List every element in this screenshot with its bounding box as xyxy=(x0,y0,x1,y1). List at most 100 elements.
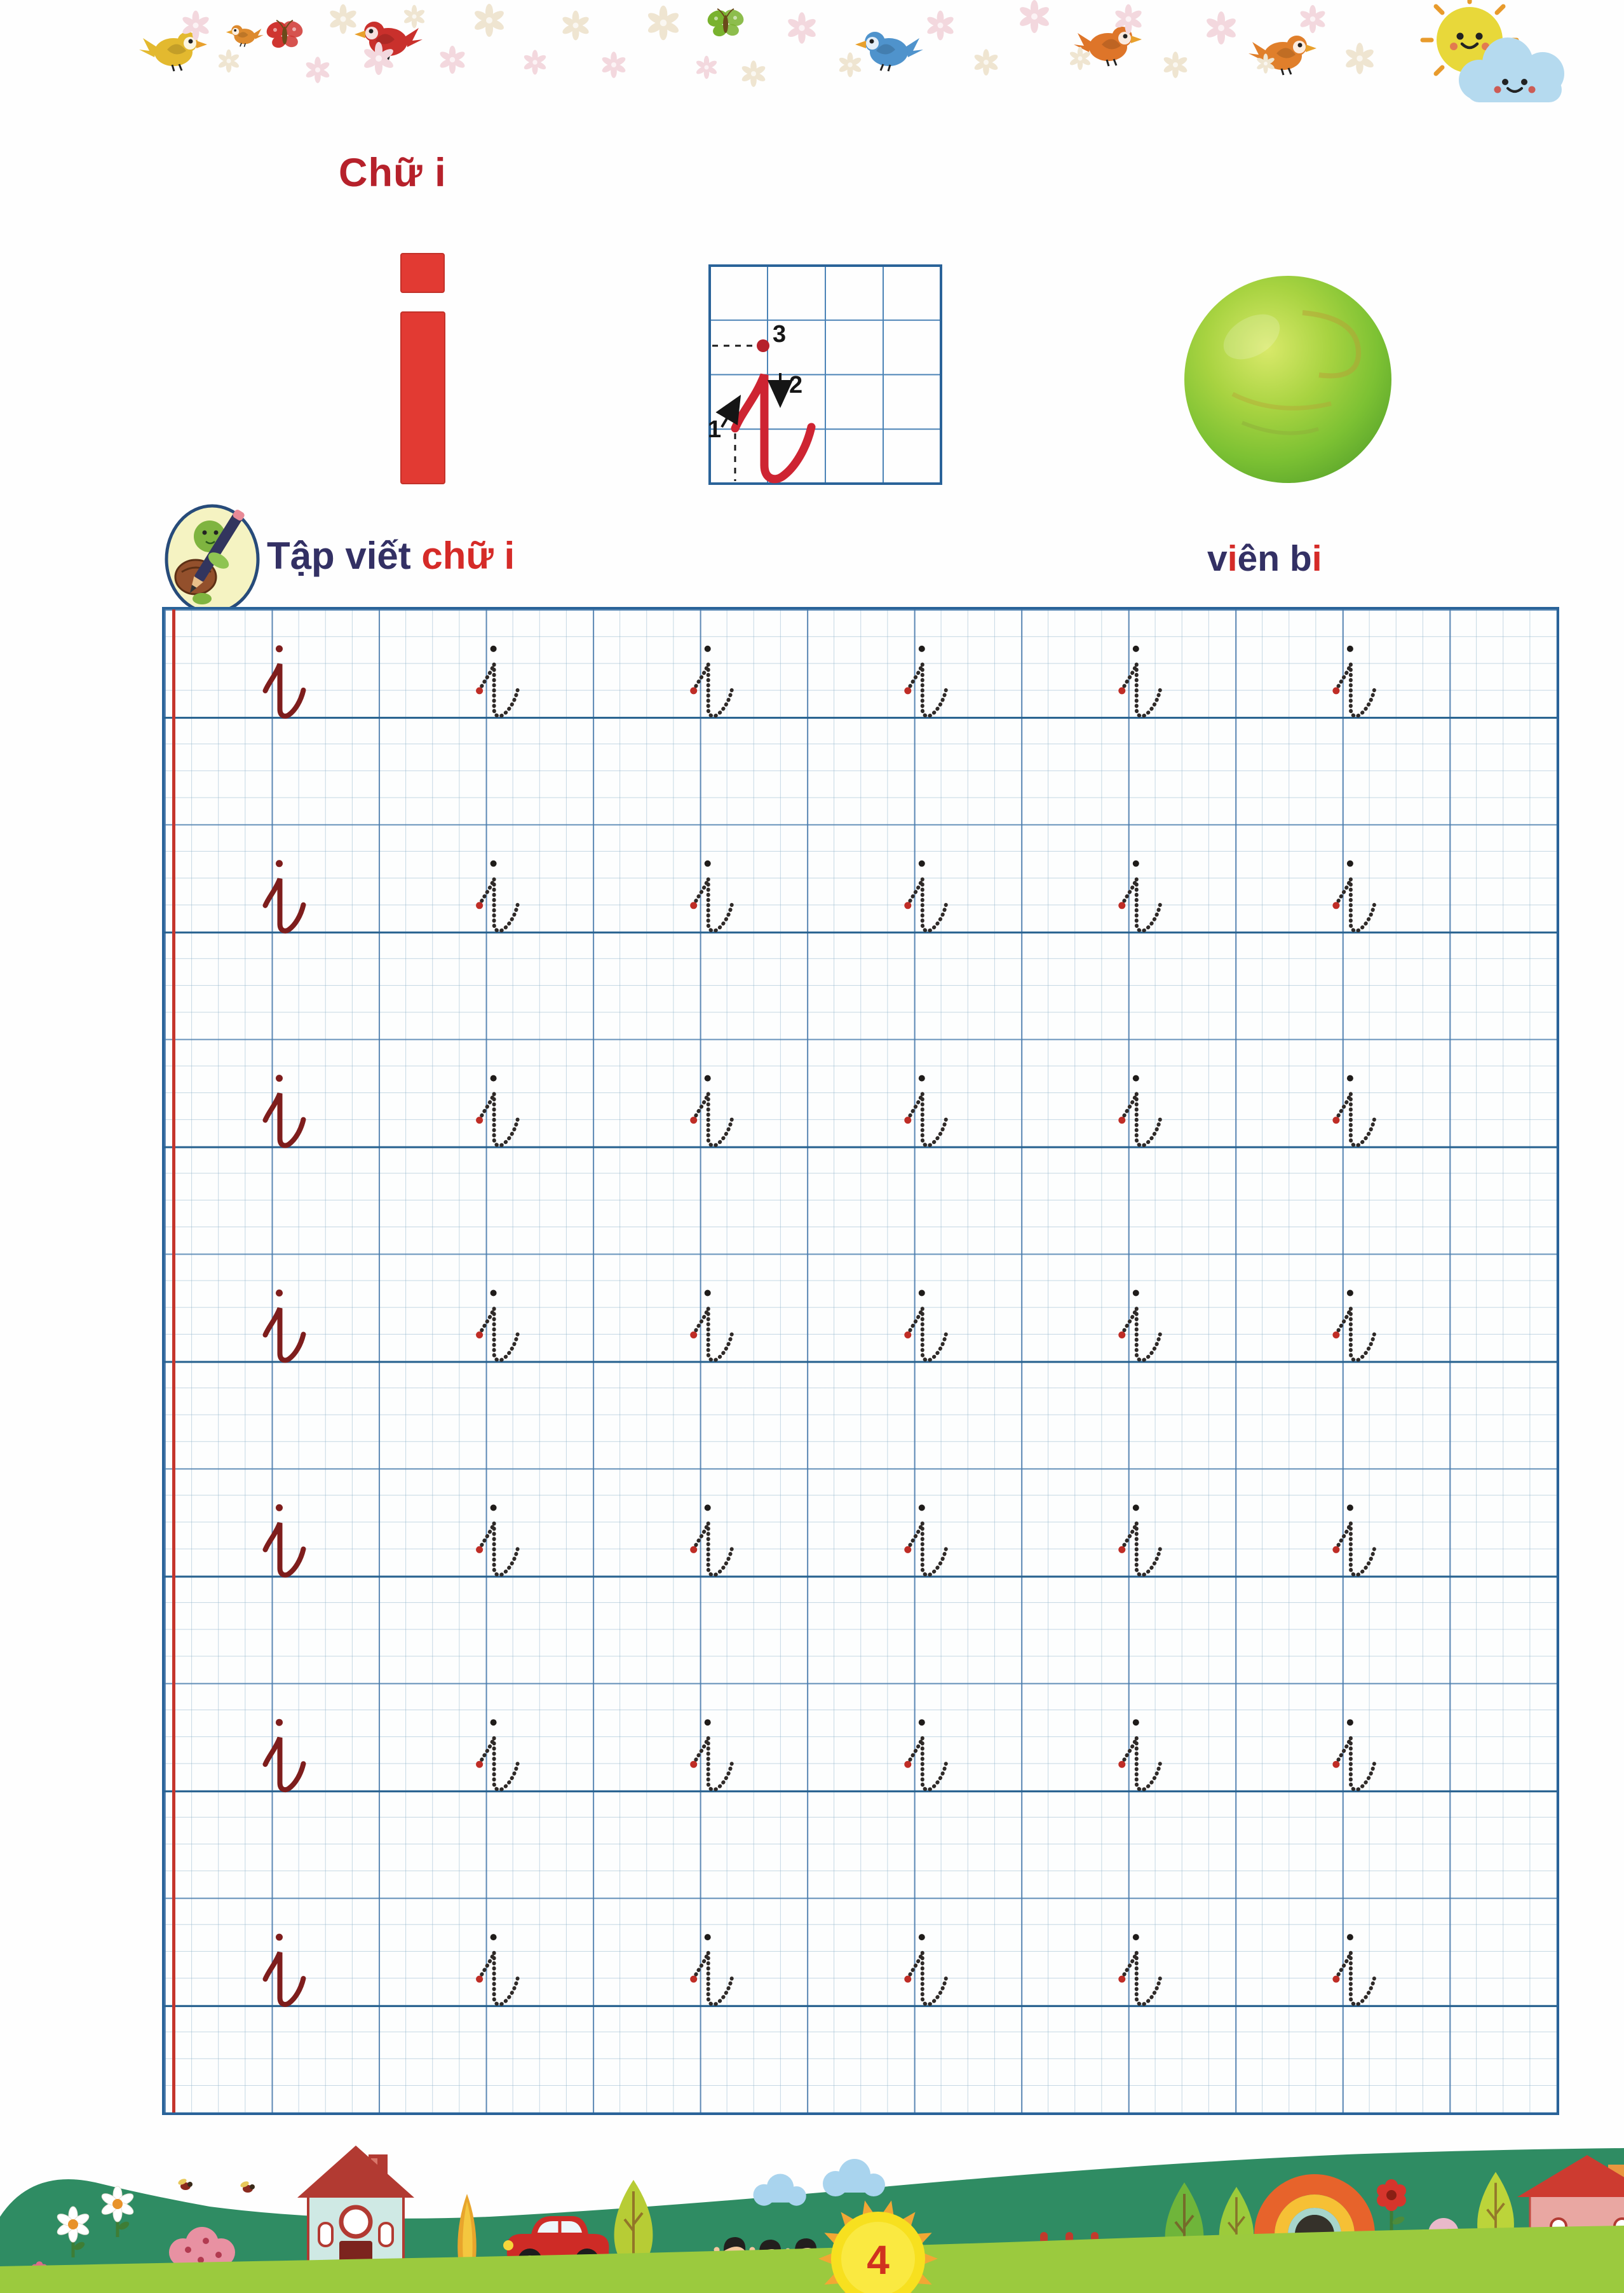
flower-icon xyxy=(1344,43,1376,74)
butterfly-icon xyxy=(704,6,747,39)
stroke-order-diagram: 1 2 3 xyxy=(708,264,942,485)
practice-letter-example xyxy=(266,1934,304,2004)
flower-icon xyxy=(837,52,863,78)
bug-icon xyxy=(239,2180,255,2193)
diagram-grid-border xyxy=(708,264,942,485)
diagram-letter-i xyxy=(731,339,816,484)
flower-icon xyxy=(561,10,590,41)
bird-icon xyxy=(226,24,264,48)
turtle-pencil-icon xyxy=(165,504,260,615)
flower-icon xyxy=(1162,51,1189,78)
flower-icon xyxy=(473,4,506,37)
text-part: v xyxy=(1207,538,1228,579)
stroke-step-1: 1 xyxy=(708,416,721,443)
practice-letter-trace xyxy=(690,1934,732,2004)
practice-letter-trace xyxy=(1332,646,1374,716)
practice-letter-trace xyxy=(476,1719,518,1790)
flower-icon xyxy=(1299,4,1327,34)
practice-heading: Tập viết chữ i xyxy=(267,534,515,578)
practice-letter-trace xyxy=(1118,861,1160,931)
page-number: 4 xyxy=(867,2237,890,2283)
big-letter-i-stem xyxy=(400,311,445,484)
flower-icon xyxy=(403,4,426,29)
practice-letter-example xyxy=(266,1719,304,1790)
stroke-step-2: 2 xyxy=(789,372,802,398)
practice-letter-trace xyxy=(476,1290,518,1361)
bottom-landscape: 4 xyxy=(0,2146,1624,2293)
practice-letter-trace xyxy=(1332,1290,1374,1361)
practice-letter-trace xyxy=(690,1290,732,1361)
practice-letter-trace xyxy=(1118,1719,1160,1790)
sun-page-number: 4 xyxy=(818,2200,938,2293)
practice-letter-trace xyxy=(1118,1290,1160,1361)
practice-letter-trace xyxy=(1118,1934,1160,2004)
practice-letter-trace xyxy=(690,1075,732,1146)
practice-letter-trace xyxy=(476,861,518,931)
bug-icon xyxy=(177,2177,193,2190)
text-part: i xyxy=(1227,538,1238,579)
practice-grid xyxy=(162,607,1559,2115)
practice-letter-trace xyxy=(690,1719,732,1790)
flower-icon xyxy=(973,49,999,76)
flower-icon xyxy=(522,50,548,75)
practice-letter-trace xyxy=(904,646,946,716)
practice-letter-trace xyxy=(1118,1075,1160,1146)
flower-icon xyxy=(600,51,627,78)
practice-letter-example xyxy=(266,1504,304,1575)
practice-letter-trace xyxy=(1332,1934,1374,2004)
practice-letter-example xyxy=(266,860,304,930)
marble-image xyxy=(1184,276,1391,483)
practice-letter-trace xyxy=(690,861,732,931)
practice-letter-trace xyxy=(904,1290,946,1361)
practice-letter-trace xyxy=(690,646,732,716)
flower-icon xyxy=(217,49,240,73)
word-label-vien-bi: viên bi xyxy=(1207,538,1322,580)
flower-icon xyxy=(646,5,680,41)
practice-letter-trace xyxy=(1118,646,1160,716)
red-margin-line xyxy=(172,609,175,2113)
text-part: Tập viết xyxy=(267,534,422,577)
flower-icon xyxy=(786,12,818,44)
flower-icon xyxy=(328,4,358,34)
practice-letter-trace xyxy=(904,1934,946,2004)
practice-letter-trace xyxy=(904,1075,946,1146)
practice-letter-trace xyxy=(1332,1719,1374,1790)
flower-icon xyxy=(304,57,331,83)
practice-letter-trace xyxy=(476,1504,518,1575)
text-part: i xyxy=(1311,538,1322,579)
practice-letter-trace xyxy=(904,1719,946,1790)
bird-icon xyxy=(854,31,924,72)
practice-letter-trace xyxy=(690,1504,732,1575)
practice-letter-example xyxy=(266,1075,304,1145)
practice-letter-trace xyxy=(476,646,518,716)
practice-letter-trace xyxy=(904,861,946,931)
page-title: Chữ i xyxy=(339,151,447,195)
practice-letter-trace xyxy=(1118,1504,1160,1575)
top-decoration-strip xyxy=(138,0,1566,104)
flower-icon xyxy=(438,45,466,74)
practice-letter-trace xyxy=(904,1504,946,1575)
practice-letter-example xyxy=(266,1289,304,1360)
cloud-plain-icon xyxy=(753,2174,806,2206)
text-part: ên b xyxy=(1237,538,1312,579)
big-letter-i-dot xyxy=(400,253,445,293)
practice-letter-trace xyxy=(1332,861,1374,931)
flower-icon xyxy=(1018,0,1051,33)
butterfly-icon xyxy=(263,17,306,50)
practice-letters-layer xyxy=(165,609,1557,2113)
practice-letter-trace xyxy=(1332,1504,1374,1575)
flower-icon xyxy=(695,55,718,79)
practice-letter-trace xyxy=(476,1075,518,1146)
front-grass xyxy=(0,2226,1624,2293)
diagram-letter-dot xyxy=(757,339,769,352)
stroke-step-3: 3 xyxy=(773,321,786,348)
cloud-plain-icon xyxy=(823,2159,885,2196)
practice-letter-trace xyxy=(1332,1075,1374,1146)
flower-icon xyxy=(926,10,955,41)
flower-icon xyxy=(1205,11,1238,44)
practice-letter-example xyxy=(266,645,304,716)
practice-letter-trace xyxy=(476,1934,518,2004)
stroke-arrow-up-icon xyxy=(715,395,741,428)
flower-icon xyxy=(740,60,767,87)
